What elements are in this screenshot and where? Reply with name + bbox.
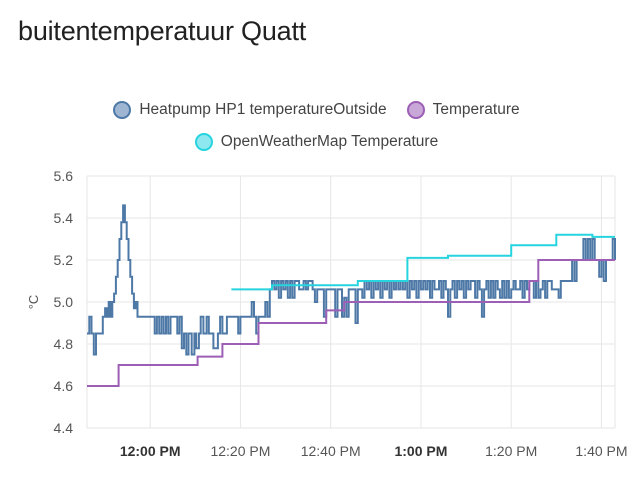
y-tick-label: 4.6	[54, 378, 74, 394]
y-tick-label: 4.8	[54, 336, 74, 352]
x-tick-label: 12:20 PM	[210, 443, 270, 459]
legend-item-heatpump[interactable]: Heatpump HP1 temperatureOutside	[113, 101, 387, 119]
legend-marker-openweather-icon	[194, 133, 213, 151]
y-tick-label: 4.4	[54, 420, 74, 436]
legend-row-1: Heatpump HP1 temperatureOutside Temperat…	[0, 101, 633, 119]
legend-row-2: OpenWeatherMap Temperature	[0, 133, 633, 151]
card-title: buitentemperatuur Quatt	[18, 16, 307, 46]
legend-marker-temperature-icon	[406, 101, 425, 119]
x-tick-label: 1:40 PM	[575, 443, 627, 459]
legend-label-heatpump: Heatpump HP1 temperatureOutside	[139, 101, 387, 118]
y-tick-label: 5.4	[54, 210, 74, 226]
x-tick-label: 12:40 PM	[301, 443, 361, 459]
series-line-temperature	[87, 259, 615, 387]
series-line-heatpump	[87, 204, 616, 356]
legend-item-openweather[interactable]: OpenWeatherMap Temperature	[194, 133, 439, 151]
y-tick-label: 5.2	[54, 252, 74, 268]
x-tick-label: 1:00 PM	[394, 443, 447, 459]
y-axis-label: °C	[26, 295, 41, 310]
x-tick-label: 1:20 PM	[485, 443, 537, 459]
x-tick-label: 12:00 PM	[120, 443, 181, 459]
y-tick-label: 5.0	[54, 294, 74, 310]
series-line-openweather	[231, 233, 615, 291]
legend-label-temperature: Temperature	[432, 101, 520, 118]
legend-marker-heatpump-icon	[113, 101, 132, 119]
legend-item-temperature[interactable]: Temperature	[406, 101, 520, 119]
y-tick-label: 5.6	[54, 168, 74, 184]
legend-label-openweather: OpenWeatherMap Temperature	[220, 133, 439, 150]
